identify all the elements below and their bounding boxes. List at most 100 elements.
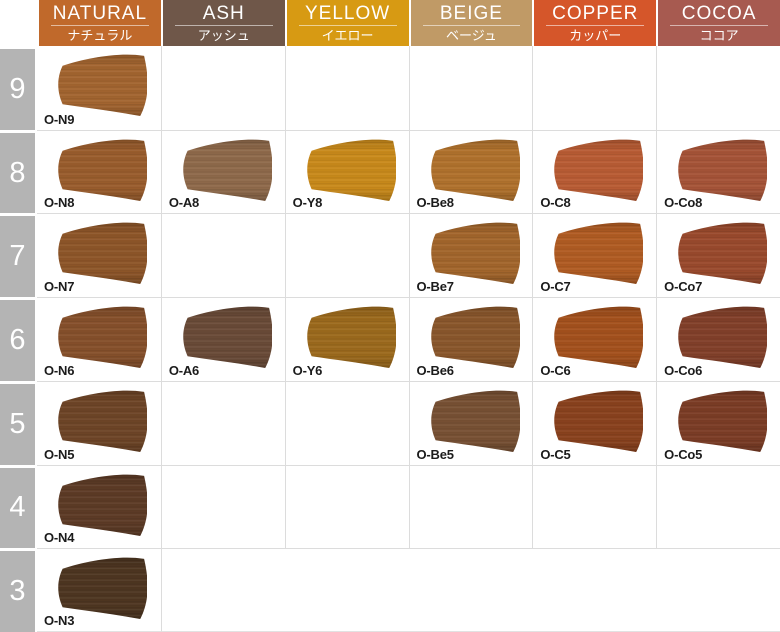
hair-swatch xyxy=(58,139,147,201)
row-level-label: 9 xyxy=(9,72,26,105)
cell-yellow-3 xyxy=(284,548,409,632)
cell-yellow-5 xyxy=(284,380,409,465)
column-header-yellow: YELLOW イエロー xyxy=(284,0,409,46)
cell-cocoa-9 xyxy=(656,46,780,130)
column-title-ja: ココア xyxy=(699,28,739,43)
hair-swatch xyxy=(430,390,520,452)
header-underline xyxy=(174,25,273,26)
column-header-copper: COPPER カッパー xyxy=(532,0,657,46)
cell-beige-3 xyxy=(408,548,533,632)
swatch-code: O-N6 xyxy=(44,362,75,378)
swatch-code: O-C5 xyxy=(540,446,571,462)
cell-cocoa-4 xyxy=(656,464,780,549)
cell-beige-6: O-Be6 xyxy=(408,297,533,381)
cell-cocoa-7: O-Co7 xyxy=(656,213,780,298)
column-title-en: COPPER xyxy=(552,3,639,24)
hair-swatch xyxy=(183,306,272,369)
hair-swatch xyxy=(554,390,644,452)
hair-swatch xyxy=(430,223,520,285)
cell-cocoa-6: O-Co6 xyxy=(656,297,780,381)
hair-swatch xyxy=(554,139,644,201)
cell-yellow-4 xyxy=(284,464,409,549)
hair-swatch xyxy=(58,54,147,117)
hair-swatch xyxy=(58,474,147,536)
row-level-label: 7 xyxy=(9,240,26,273)
corner-cell xyxy=(0,0,37,46)
column-header-cocoa: COCOA ココア xyxy=(656,0,780,46)
swatch-code: O-N3 xyxy=(44,613,75,628)
cell-yellow-7 xyxy=(284,213,409,298)
row-level-4: 4 xyxy=(0,464,37,549)
hair-swatch xyxy=(306,306,396,369)
swatch-code: O-Be5 xyxy=(416,446,454,462)
column-title-ja: ナチュラル xyxy=(67,28,133,43)
column-title-ja: ベージュ xyxy=(445,28,497,43)
cell-natural-8: O-N8 xyxy=(37,129,161,214)
row-level-7: 7 xyxy=(0,213,37,298)
swatch-code: O-N4 xyxy=(44,530,75,546)
cell-copper-4 xyxy=(532,464,657,549)
column-title-en: COCOA xyxy=(681,3,757,24)
row-level-9: 9 xyxy=(0,46,37,130)
row-level-6: 6 xyxy=(0,297,37,381)
cell-beige-8: O-Be8 xyxy=(408,129,533,214)
row-level-label: 5 xyxy=(9,407,26,440)
swatch-code: O-Co8 xyxy=(664,195,703,211)
hair-swatch xyxy=(678,139,768,201)
swatch-code: O-Be7 xyxy=(416,279,454,295)
cell-ash-9 xyxy=(160,46,285,130)
column-title-en: NATURAL xyxy=(52,3,148,24)
swatch-code: O-C8 xyxy=(540,195,571,211)
swatch-code: O-Be6 xyxy=(416,362,454,378)
swatch-code: O-N5 xyxy=(44,446,75,462)
cell-ash-5 xyxy=(160,380,285,465)
cell-natural-4: O-N4 xyxy=(37,464,161,549)
cell-copper-5: O-C5 xyxy=(532,380,657,465)
column-title-en: BEIGE xyxy=(439,3,503,24)
hair-swatch xyxy=(678,223,768,285)
column-title-ja: アッシュ xyxy=(197,28,250,43)
swatch-code: O-Co5 xyxy=(664,446,703,462)
hair-swatch xyxy=(58,223,147,285)
cell-ash-7 xyxy=(160,213,285,298)
swatch-code: O-N8 xyxy=(44,195,75,211)
cell-copper-9 xyxy=(532,46,657,130)
swatch-code: O-Be8 xyxy=(416,195,454,211)
swatch-code: O-Co7 xyxy=(664,279,703,295)
cell-beige-9 xyxy=(408,46,533,130)
swatch-code: O-A8 xyxy=(168,195,200,211)
hair-swatch xyxy=(678,306,768,369)
swatch-code: O-Y8 xyxy=(292,195,323,211)
row-level-5: 5 xyxy=(0,380,37,465)
hair-swatch xyxy=(430,139,520,201)
header-underline xyxy=(670,25,768,26)
swatch-code: O-N9 xyxy=(44,111,75,127)
cell-natural-9: O-N9 xyxy=(37,46,161,130)
hair-swatch xyxy=(58,557,147,620)
hair-swatch xyxy=(306,139,396,201)
hair-swatch xyxy=(58,306,147,369)
row-level-label: 8 xyxy=(9,156,26,189)
cell-ash-4 xyxy=(160,464,285,549)
swatch-code: O-Co6 xyxy=(664,362,703,378)
cell-ash-6: O-A6 xyxy=(160,297,285,381)
cell-copper-3 xyxy=(532,548,657,632)
hair-swatch xyxy=(430,306,520,369)
hair-swatch xyxy=(554,306,644,369)
header-underline xyxy=(51,25,149,26)
cell-natural-5: O-N5 xyxy=(37,380,161,465)
row-level-label: 6 xyxy=(9,323,26,356)
cell-ash-8: O-A8 xyxy=(160,129,285,214)
cell-natural-6: O-N6 xyxy=(37,297,161,381)
column-header-ash: ASH アッシュ xyxy=(160,0,285,46)
column-header-natural: NATURAL ナチュラル xyxy=(37,0,161,46)
column-title-en: ASH xyxy=(202,3,245,24)
hair-swatch xyxy=(554,223,644,285)
cell-beige-7: O-Be7 xyxy=(408,213,533,298)
row-level-label: 3 xyxy=(9,575,26,608)
swatch-code: O-C7 xyxy=(540,279,571,295)
row-level-8: 8 xyxy=(0,129,37,214)
row-level-label: 4 xyxy=(9,491,26,524)
cell-beige-5: O-Be5 xyxy=(408,380,533,465)
